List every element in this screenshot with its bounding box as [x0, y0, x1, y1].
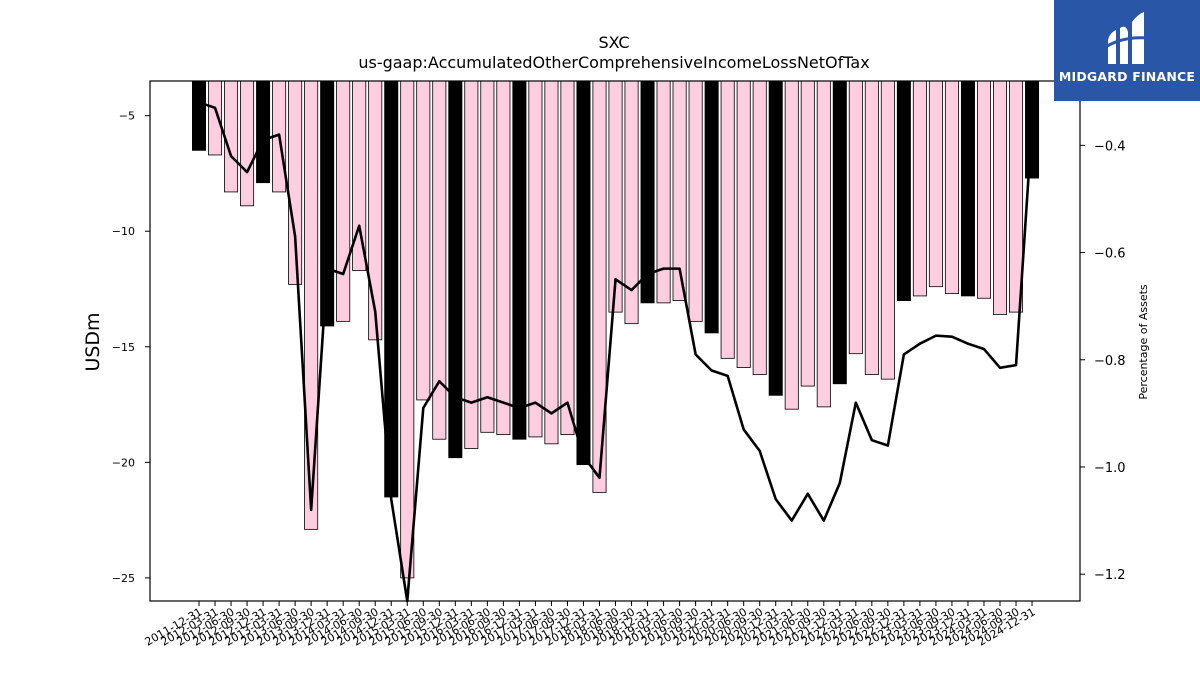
y2-tick-label: −1.0	[1094, 461, 1126, 476]
bar-2011-12-31	[191, 80, 206, 151]
y2-tick-label: −0.8	[1094, 354, 1126, 369]
bar-2019-12-31	[704, 80, 719, 334]
bar-2020-09-30	[752, 80, 767, 375]
bar-2022-06-30	[864, 80, 879, 375]
bar-2016-09-30	[496, 80, 511, 436]
bar-2016-06-30	[480, 80, 495, 433]
y-tick-label: −5	[119, 110, 135, 123]
bar-2015-06-30	[416, 80, 431, 401]
bar-2017-06-30	[544, 80, 559, 445]
brand-logo: MIDGARD FINANCE	[1054, 0, 1200, 101]
bars-group	[191, 80, 1040, 579]
midgard-logo-icon	[1103, 12, 1149, 65]
y-tick-label: −20	[112, 456, 135, 469]
bar-2014-09-30	[368, 80, 383, 341]
bar-2022-03-31	[848, 80, 863, 355]
bar-2019-09-30	[688, 80, 703, 322]
bar-2020-03-31	[720, 80, 735, 359]
y2-tick-label: −0.4	[1094, 139, 1126, 154]
bar-2021-06-30	[800, 80, 815, 387]
y2-tick-label: −1.2	[1094, 568, 1126, 583]
y-axis: −5 −10 −15 −20 −25	[112, 110, 150, 585]
chart-title: SXC	[598, 33, 629, 52]
y-tick-label: −25	[112, 572, 135, 585]
bar-2014-03-31	[336, 80, 351, 322]
chart-subtitle: us-gaap:AccumulatedOtherComprehensiveInc…	[358, 53, 869, 72]
bar-2013-12-31	[320, 80, 335, 327]
bar-2012-06-30	[224, 80, 239, 193]
y2-tick-label: −0.6	[1094, 247, 1126, 262]
x-axis: 2011-12-312012-03-312012-06-302012-09-30…	[143, 601, 1038, 649]
bar-2017-12-31	[576, 80, 591, 466]
bar-2015-03-31	[400, 80, 415, 579]
bar-2012-12-31	[256, 80, 271, 184]
line-percentage-of-assets	[198, 101, 1034, 603]
bar-2020-12-31	[768, 80, 783, 396]
bar-2021-09-30	[816, 80, 831, 408]
bar-2012-09-30	[240, 80, 255, 207]
bar-2017-03-31	[528, 80, 543, 438]
bar-2017-09-30	[560, 80, 575, 436]
bar-2023-12-31	[960, 80, 975, 297]
bar-2016-12-31	[512, 80, 527, 440]
bar-2021-12-31	[832, 80, 847, 385]
bar-2024-03-31	[976, 80, 991, 299]
bar-2015-12-31	[448, 80, 463, 459]
bar-2020-06-30	[736, 80, 751, 368]
y2-axis: −0.4 −0.6 −0.8 −1.0 −1.2	[1080, 139, 1126, 583]
bar-2021-03-31	[784, 80, 799, 410]
bar-2016-03-31	[464, 80, 479, 449]
y-axis-label: USDm	[82, 312, 104, 371]
bar-2013-09-30	[304, 80, 319, 530]
brand-name: MIDGARD FINANCE	[1058, 69, 1196, 84]
y-tick-label: −15	[112, 341, 135, 354]
bar-2022-12-31	[896, 80, 911, 301]
bar-2024-06-30	[993, 80, 1008, 315]
bar-2023-03-31	[912, 80, 927, 297]
bar-2018-12-31	[640, 80, 655, 304]
y-tick-label: −10	[112, 225, 135, 238]
bar-2022-09-30	[880, 80, 895, 380]
line-group	[198, 101, 1034, 603]
plot-frame	[149, 80, 1081, 602]
bar-2023-06-30	[928, 80, 943, 288]
bar-2023-09-30	[944, 80, 959, 295]
bar-2018-06-30	[608, 80, 623, 313]
y2-axis-label: Percentage of Assets	[1137, 284, 1150, 400]
